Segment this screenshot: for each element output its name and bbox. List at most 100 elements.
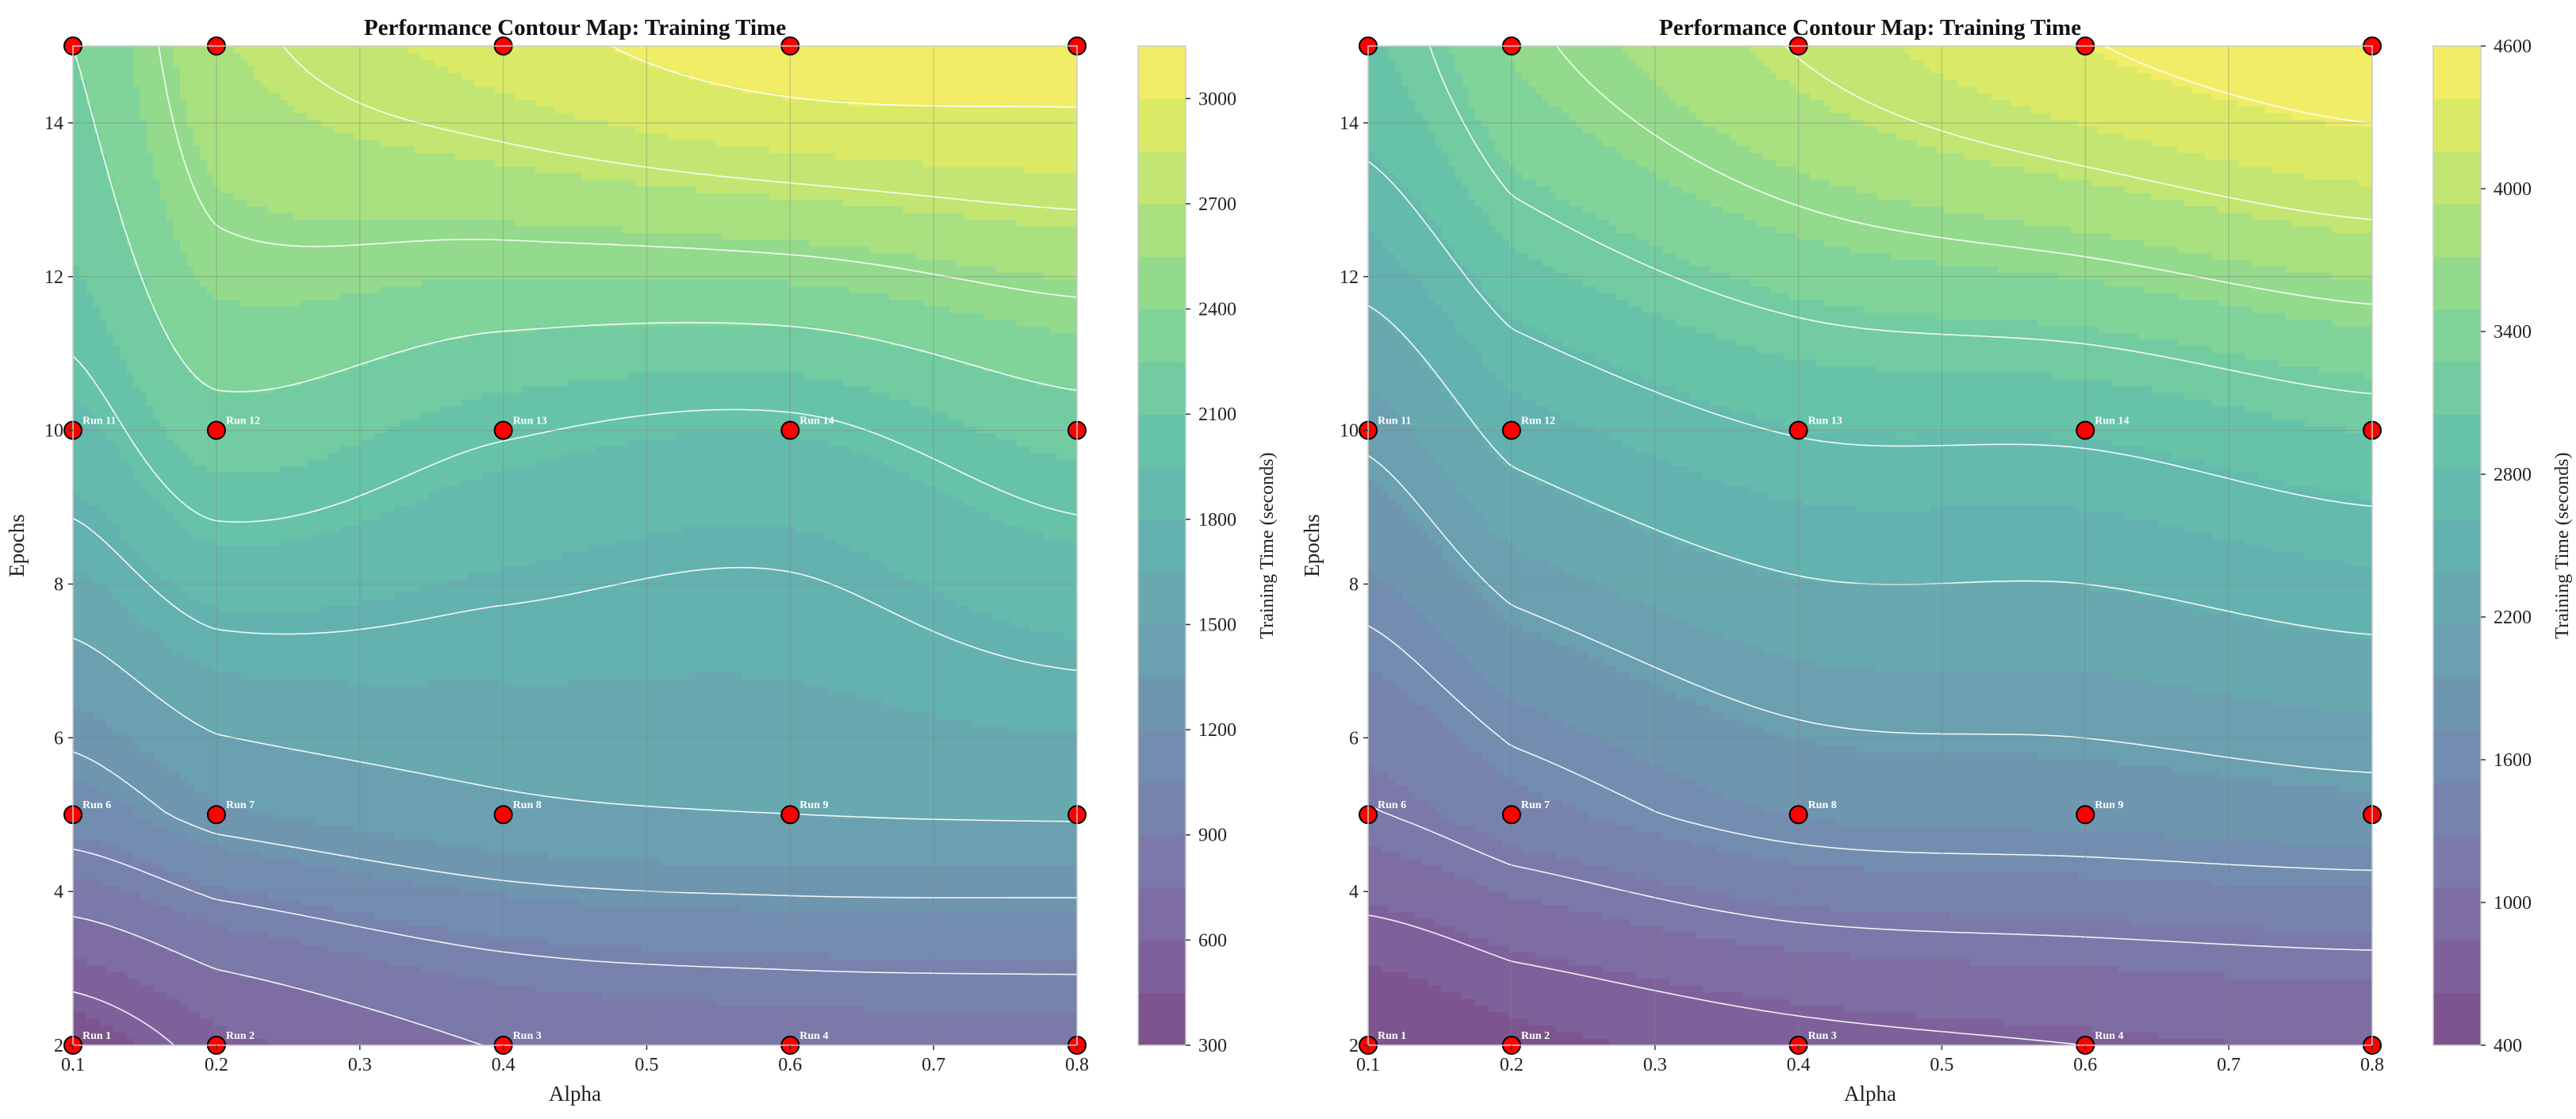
run-label: Run 2: [226, 1030, 255, 1042]
x-tick-label: 0.8: [2360, 1055, 2384, 1075]
y-tick-label: 8: [1349, 574, 1359, 595]
colorbar-band: [2433, 98, 2481, 152]
colorbar-tick-label: 2700: [1198, 194, 1236, 215]
run-label: Run 13: [513, 416, 547, 427]
run-label: Run 11: [1378, 416, 1411, 427]
colorbar-band: [1138, 414, 1186, 468]
y-tick-label: 4: [1349, 882, 1359, 902]
colorbar: [2433, 46, 2481, 1046]
colorbar-band: [2433, 519, 2481, 573]
colorbar-band: [2433, 361, 2481, 415]
run-label: Run 4: [799, 1030, 828, 1042]
colorbar-tick-label: 1500: [1198, 615, 1236, 635]
run-label: Run 3: [513, 1030, 542, 1042]
grid: [1368, 46, 2372, 1045]
y-tick-label: 10: [1340, 421, 1359, 442]
contour-line: [1368, 914, 2086, 1045]
run-label: Run 14: [2095, 416, 2129, 427]
run-point: [1501, 420, 1521, 440]
colorbar-band: [2433, 203, 2481, 257]
run-label: Run 12: [1521, 416, 1555, 427]
contour-line: [1784, 46, 2372, 220]
run-label: Run 7: [1521, 799, 1550, 811]
run-point: [1788, 420, 1808, 440]
x-tick-label: 0.1: [1356, 1055, 1380, 1075]
x-axis-label: Alpha: [549, 1082, 601, 1106]
colorbar-band: [2433, 676, 2481, 730]
colorbar-band: [1138, 992, 1186, 1046]
run-point: [206, 420, 226, 440]
run-point: [1788, 805, 1808, 825]
x-tick-label: 0.7: [922, 1055, 945, 1075]
contour-line: [1368, 625, 2372, 872]
contour-line: [73, 355, 1077, 523]
x-tick-label: 0.5: [634, 1055, 658, 1075]
colorbar-band: [2433, 308, 2481, 362]
colorbar-tick-label: 3400: [2494, 322, 2532, 343]
contour-line: [73, 915, 484, 1045]
run-point: [2076, 805, 2095, 825]
y-tick-label: 12: [1340, 267, 1359, 288]
chart-title: Performance Contour Map: Training Time: [364, 15, 786, 40]
colorbar-band: [2433, 572, 2481, 626]
contour-line: [1368, 454, 2372, 774]
x-tick-label: 0.6: [2073, 1055, 2097, 1075]
y-tick-label: 4: [54, 882, 63, 902]
contour-line: [282, 46, 1077, 211]
colorbar-tick-label: 2200: [2494, 607, 2532, 628]
x-tick-label: 0.3: [1643, 1055, 1667, 1075]
colorbar-band: [1138, 256, 1186, 310]
contour-lines: [73, 46, 1077, 1045]
contour-line: [73, 637, 1077, 822]
colorbar-tick-label: 2800: [2494, 465, 2532, 485]
y-axis-label: Epochs: [5, 514, 29, 577]
colorbar-tick-label: 3000: [1198, 89, 1236, 109]
plot-area: [1368, 46, 2372, 1045]
colorbar-band: [1138, 782, 1186, 836]
x-tick-label: 0.2: [1500, 1055, 1524, 1075]
y-tick-label: 10: [44, 421, 63, 442]
colorbar-band: [2433, 887, 2481, 941]
colorbar-tick-label: 600: [1198, 930, 1227, 951]
y-tick-label: 6: [1349, 728, 1359, 749]
colorbar-tick-label: 1800: [1198, 510, 1236, 531]
run-label: Run 7: [226, 799, 255, 811]
colorbar-band: [1138, 730, 1186, 784]
run-point: [780, 805, 800, 825]
y-tick-label: 2: [1349, 1036, 1359, 1056]
axes-frame: [1367, 45, 2373, 1046]
colorbar-label: Training Time (seconds): [1257, 452, 1278, 638]
colorbar-tick-label: 900: [1198, 826, 1227, 846]
run-label: Run 6: [82, 799, 111, 811]
contour-line: [1556, 46, 2372, 305]
colorbar-band: [1138, 466, 1186, 520]
colorbar-band: [1138, 361, 1186, 415]
colorbar-band: [2433, 782, 2481, 836]
colorbar-band: [2433, 730, 2481, 784]
colorbar-band: [1138, 203, 1186, 257]
colorbar-band: [2433, 624, 2481, 678]
contour-line: [73, 46, 1077, 393]
y-tick-label: 8: [54, 574, 63, 595]
axes-frame: [72, 45, 1078, 1046]
colorbar-tick-label: 2100: [1198, 404, 1236, 425]
colorbar-band: [1138, 46, 1186, 99]
colorbar-frame: [2432, 45, 2482, 1046]
x-tick-label: 0.4: [1787, 1055, 1811, 1075]
colorbar-band: [1138, 834, 1186, 888]
run-label: Run 13: [1808, 416, 1842, 427]
colorbar-band: [2433, 256, 2481, 310]
run-label: Run 12: [226, 416, 260, 427]
contour-line: [2104, 46, 2372, 125]
run-label: Run 9: [2095, 799, 2123, 811]
colorbar-band: [2433, 834, 2481, 888]
colorbar-band: [1138, 940, 1186, 994]
contour-lines: [1368, 46, 2372, 1045]
colorbar-band: [1138, 676, 1186, 730]
run-point: [780, 420, 800, 440]
y-tick-label: 2: [54, 1036, 63, 1056]
colorbar-tick-label: 300: [1198, 1036, 1227, 1056]
colorbar-tick-label: 1200: [1198, 720, 1236, 741]
x-tick-label: 0.1: [61, 1055, 85, 1075]
grid: [73, 46, 1077, 1045]
